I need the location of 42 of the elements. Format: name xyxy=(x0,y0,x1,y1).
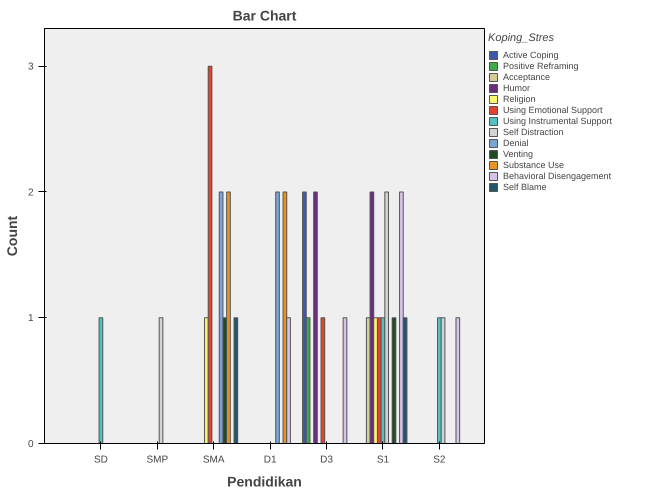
y-tick-label: 1 xyxy=(28,313,34,324)
x-tick-label: SMA xyxy=(202,454,225,466)
x-tick-label: SD xyxy=(94,454,108,466)
bar xyxy=(320,317,326,444)
legend-label: Self Distraction xyxy=(503,127,564,137)
bar xyxy=(455,317,460,444)
bar xyxy=(226,191,231,444)
legend-label: Venting xyxy=(503,149,534,159)
bar xyxy=(440,317,446,444)
x-tick-label: S2 xyxy=(433,454,446,466)
x-tick-label: D3 xyxy=(320,454,334,466)
bar xyxy=(208,66,212,444)
bar xyxy=(302,191,307,444)
legend-label: Positive Reframing xyxy=(503,61,579,71)
bar xyxy=(313,191,318,444)
x-tick-label: S1 xyxy=(376,454,390,466)
bar xyxy=(234,317,238,444)
bar xyxy=(158,317,164,444)
bar xyxy=(392,317,396,444)
x-tick-label: SMP xyxy=(146,454,168,466)
y-tick-label: 3 xyxy=(28,62,34,73)
y-tick-label: 2 xyxy=(28,187,34,198)
y-tick-label: 0 xyxy=(28,439,34,450)
legend-label: Substance Use xyxy=(503,160,564,170)
chart-title: Bar Chart xyxy=(232,8,297,24)
legend-label: Denial xyxy=(503,138,529,148)
legend-label: Active Coping xyxy=(503,50,559,60)
legend-title: Koping_Stres xyxy=(488,32,556,44)
legend-label: Religion xyxy=(503,94,536,104)
bar xyxy=(98,317,104,444)
legend-label: Using Emotional Support xyxy=(503,105,603,115)
x-axis-title: Pendidikan xyxy=(227,474,302,490)
legend-label: Humor xyxy=(503,83,530,93)
x-tick-label: D1 xyxy=(264,454,277,466)
legend-label: Self Blame xyxy=(503,182,547,192)
bar xyxy=(275,191,280,444)
legend-label: Using Instrumental Support xyxy=(503,116,612,126)
bar xyxy=(384,191,389,444)
y-axis-title: Count xyxy=(4,215,20,256)
bar xyxy=(342,317,348,444)
legend-label: Acceptance xyxy=(503,72,550,82)
legend-label: Behavioral Disengagement xyxy=(503,171,612,181)
